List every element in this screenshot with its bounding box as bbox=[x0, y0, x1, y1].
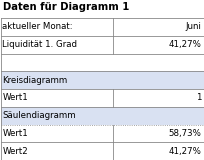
Text: 58,73%: 58,73% bbox=[169, 129, 202, 138]
Bar bbox=[0, 71, 204, 89]
Bar bbox=[0, 107, 204, 124]
Text: Wert2: Wert2 bbox=[2, 147, 28, 156]
Bar bbox=[0, 142, 204, 160]
Bar bbox=[0, 53, 204, 71]
Bar bbox=[0, 36, 204, 53]
Text: 1: 1 bbox=[196, 93, 202, 102]
Text: Säulendiagramm: Säulendiagramm bbox=[2, 111, 76, 120]
Text: Wert1: Wert1 bbox=[2, 129, 28, 138]
Text: Juni: Juni bbox=[186, 22, 202, 31]
Text: Daten für Diagramm 1: Daten für Diagramm 1 bbox=[3, 2, 129, 12]
Bar bbox=[0, 124, 204, 142]
Bar bbox=[0, 89, 204, 107]
Text: Liquidität 1. Grad: Liquidität 1. Grad bbox=[2, 40, 78, 49]
Bar bbox=[0, 18, 204, 36]
Text: 41,27%: 41,27% bbox=[169, 40, 202, 49]
Text: Wert1: Wert1 bbox=[2, 93, 28, 102]
Text: 41,27%: 41,27% bbox=[169, 147, 202, 156]
Text: aktueller Monat:: aktueller Monat: bbox=[2, 22, 73, 31]
Text: Kreisdiagramm: Kreisdiagramm bbox=[2, 76, 68, 85]
